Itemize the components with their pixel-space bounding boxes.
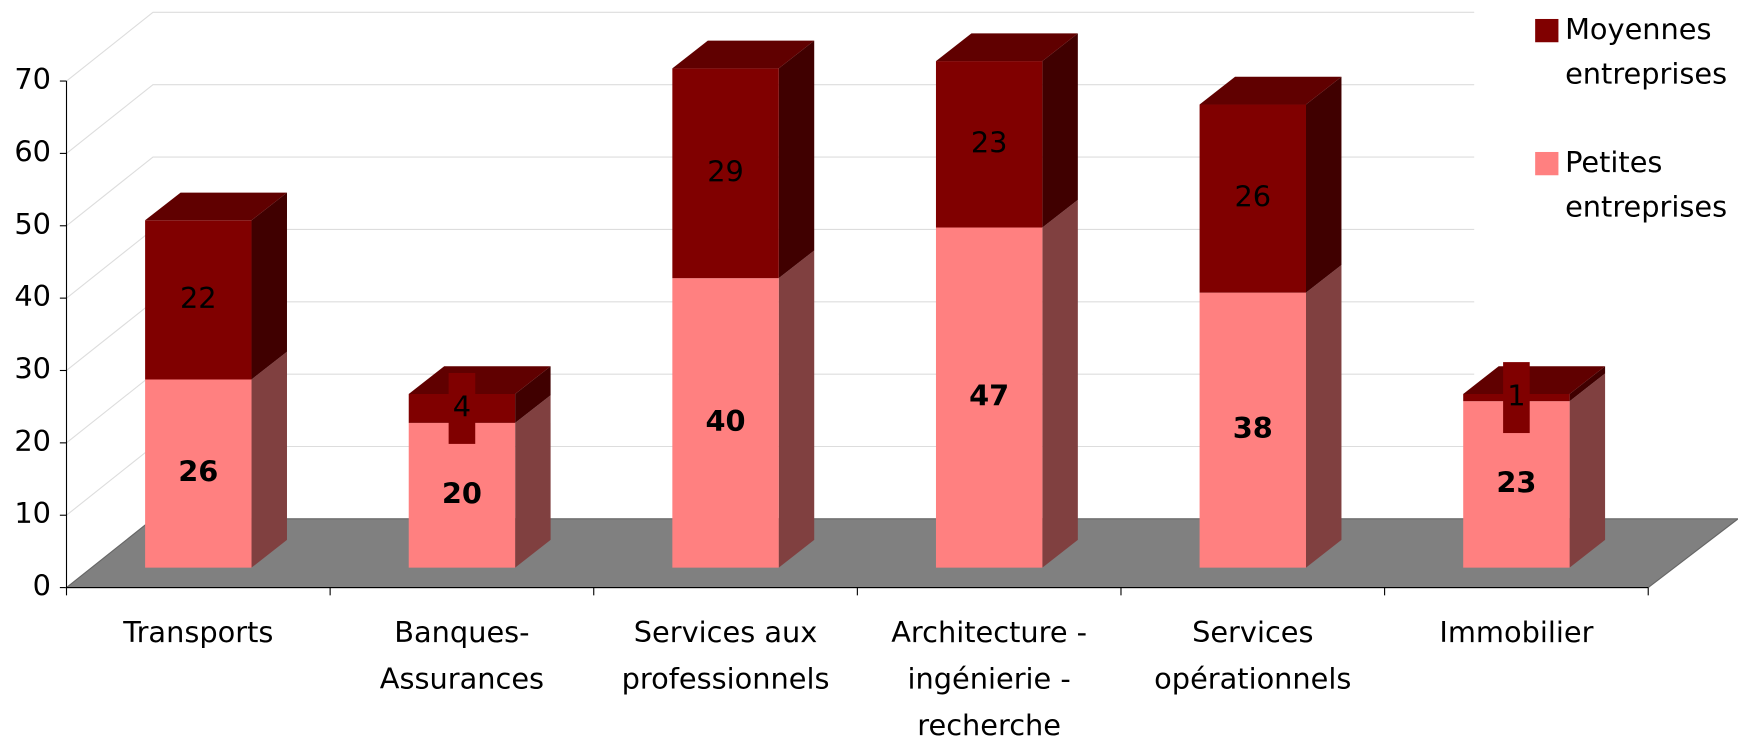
y-tick-label: 50 <box>14 207 51 241</box>
bar-side <box>251 351 287 568</box>
bar-top <box>672 40 815 69</box>
data-label: 22 <box>180 281 217 315</box>
bar-side <box>515 366 551 423</box>
bar-side <box>1305 264 1342 568</box>
x-tick-label: Transports <box>122 615 273 649</box>
label-box <box>1503 362 1530 434</box>
y-tick-label: 30 <box>14 351 51 385</box>
bar <box>672 278 779 568</box>
bar-side <box>1042 199 1078 568</box>
x-tick-label: Services opérationnels <box>1154 615 1351 696</box>
y-tick-label: 60 <box>14 134 51 168</box>
y-tick-label: 10 <box>14 496 51 530</box>
x-tick-label: Architecture -ingénierie -recherche <box>891 615 1087 742</box>
bar-top <box>1199 76 1342 105</box>
data-label: 40 <box>706 404 746 438</box>
bar-side <box>1569 373 1606 568</box>
x-tick-label: Immobilier <box>1439 615 1593 649</box>
bar <box>408 422 516 568</box>
bar-side <box>1042 33 1078 228</box>
bar <box>1199 292 1306 568</box>
bar-top <box>1463 366 1606 394</box>
data-label: 4 <box>453 389 471 423</box>
y-tick-label: 20 <box>14 424 51 458</box>
y-tick-label: 40 <box>14 279 51 313</box>
grid-line <box>66 11 1475 82</box>
bar <box>935 61 1043 228</box>
data-label: 23 <box>971 125 1008 159</box>
bar-side <box>1305 76 1342 293</box>
data-label: 26 <box>178 455 218 489</box>
bar-side <box>1569 366 1606 402</box>
legend-label: Petites entreprises <box>1565 145 1727 223</box>
x-tick-label: Banques-Assurances <box>380 615 544 696</box>
data-label: 47 <box>969 379 1009 413</box>
data-label: 1 <box>1507 379 1525 413</box>
data-label: 23 <box>1496 465 1536 499</box>
data-label: 26 <box>1234 180 1271 214</box>
data-label: 20 <box>442 476 482 510</box>
data-label: 38 <box>1233 411 1273 445</box>
legend-label: Moyennes entreprises <box>1565 12 1727 90</box>
bar <box>672 68 779 279</box>
bar-side <box>778 250 815 568</box>
bar-side <box>778 40 815 279</box>
y-tick-label: 70 <box>14 62 51 96</box>
data-label: 29 <box>707 154 744 188</box>
bar <box>145 379 252 568</box>
bar-side <box>515 395 551 568</box>
bar-side <box>251 192 287 380</box>
legend-swatch <box>1535 18 1559 43</box>
bar-top <box>145 192 287 221</box>
bar-top <box>408 366 551 394</box>
bar-top <box>935 33 1078 62</box>
bar <box>145 220 252 380</box>
legend-swatch <box>1535 151 1559 176</box>
y-tick-label: 0 <box>33 569 51 603</box>
bar <box>1199 104 1306 293</box>
bar <box>935 227 1043 568</box>
label-box <box>448 372 476 444</box>
x-tick-label: Services aux professionnels <box>622 615 830 696</box>
